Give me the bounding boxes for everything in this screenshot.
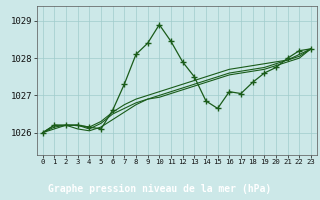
Text: Graphe pression niveau de la mer (hPa): Graphe pression niveau de la mer (hPa) (48, 183, 272, 194)
